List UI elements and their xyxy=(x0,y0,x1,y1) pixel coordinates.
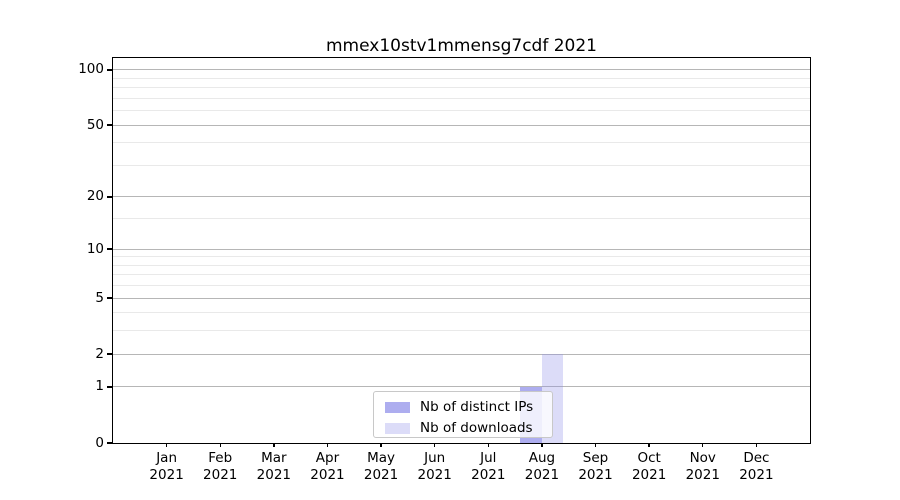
x-tick-label: Aug 2021 xyxy=(524,450,560,483)
x-tick-label: Jan 2021 xyxy=(149,450,184,483)
minor-gridline xyxy=(113,97,810,99)
y-tick-label: 1 xyxy=(95,378,104,395)
y-tick-mark xyxy=(107,196,112,198)
x-tick-label: Apr 2021 xyxy=(310,450,345,483)
y-tick-mark xyxy=(107,69,112,71)
x-tick-label: Dec 2021 xyxy=(739,450,774,483)
minor-gridline xyxy=(113,274,810,276)
minor-gridline xyxy=(113,264,810,266)
x-tick-mark xyxy=(165,443,168,447)
legend: Nb of distinct IPs Nb of downloads xyxy=(373,391,553,438)
major-gridline xyxy=(113,353,810,355)
x-tick-mark xyxy=(380,443,382,447)
minor-gridline xyxy=(113,87,810,89)
x-tick-mark xyxy=(594,443,597,447)
legend-label: Nb of downloads xyxy=(420,420,533,436)
y-tick-mark xyxy=(107,386,112,388)
legend-item: Nb of downloads xyxy=(385,420,552,436)
y-tick-mark xyxy=(107,297,112,299)
y-tick-mark xyxy=(107,124,112,126)
y-tick-label: 10 xyxy=(86,240,104,257)
plot-area xyxy=(113,58,810,443)
minor-gridline xyxy=(113,285,810,287)
x-tick-mark xyxy=(219,443,221,447)
y-tick-mark xyxy=(107,248,112,250)
y-tick-label: 2 xyxy=(95,345,104,362)
major-gridline xyxy=(113,248,810,250)
major-gridline xyxy=(113,124,810,126)
y-tick-mark xyxy=(107,442,112,444)
major-gridline xyxy=(113,196,810,198)
minor-gridline xyxy=(113,330,810,332)
x-tick-label: Sep 2021 xyxy=(578,450,613,483)
minor-gridline xyxy=(113,142,810,144)
legend-swatch-icon xyxy=(385,422,410,434)
x-tick-mark xyxy=(326,443,329,447)
x-tick-mark xyxy=(541,443,543,447)
minor-gridline xyxy=(113,110,810,112)
minor-gridline xyxy=(113,312,810,314)
x-tick-label: Jul 2021 xyxy=(471,450,506,483)
legend-swatch-icon xyxy=(385,401,410,413)
x-tick-mark xyxy=(273,443,275,447)
x-tick-mark xyxy=(702,443,704,447)
y-tick-label: 100 xyxy=(78,61,104,78)
y-tick-label: 0 xyxy=(95,434,104,451)
y-tick-label: 5 xyxy=(95,289,104,306)
chart-title: mmex10stv1mmensg7cdf 2021 xyxy=(326,36,597,56)
x-tick-label: May 2021 xyxy=(363,450,399,483)
y-tick-mark xyxy=(107,353,112,355)
x-tick-mark xyxy=(433,443,436,447)
major-gridline xyxy=(113,297,810,299)
minor-gridline xyxy=(113,77,810,79)
legend-label: Nb of distinct IPs xyxy=(420,399,534,415)
y-tick-label: 20 xyxy=(86,188,104,205)
x-tick-mark xyxy=(755,443,758,447)
y-tick-label: 50 xyxy=(86,116,104,133)
x-tick-label: Jun 2021 xyxy=(417,450,452,483)
x-tick-mark xyxy=(487,443,489,447)
x-tick-label: Mar 2021 xyxy=(256,450,292,483)
x-tick-label: Oct 2021 xyxy=(631,450,667,483)
minor-gridline xyxy=(113,164,810,166)
major-gridline xyxy=(113,69,810,71)
minor-gridline xyxy=(113,218,810,220)
x-tick-label: Feb 2021 xyxy=(203,450,238,483)
x-tick-mark xyxy=(648,443,650,447)
minor-gridline xyxy=(113,256,810,258)
major-gridline xyxy=(113,386,810,388)
legend-item: Nb of distinct IPs xyxy=(385,399,552,415)
x-tick-label: Nov 2021 xyxy=(685,450,720,483)
